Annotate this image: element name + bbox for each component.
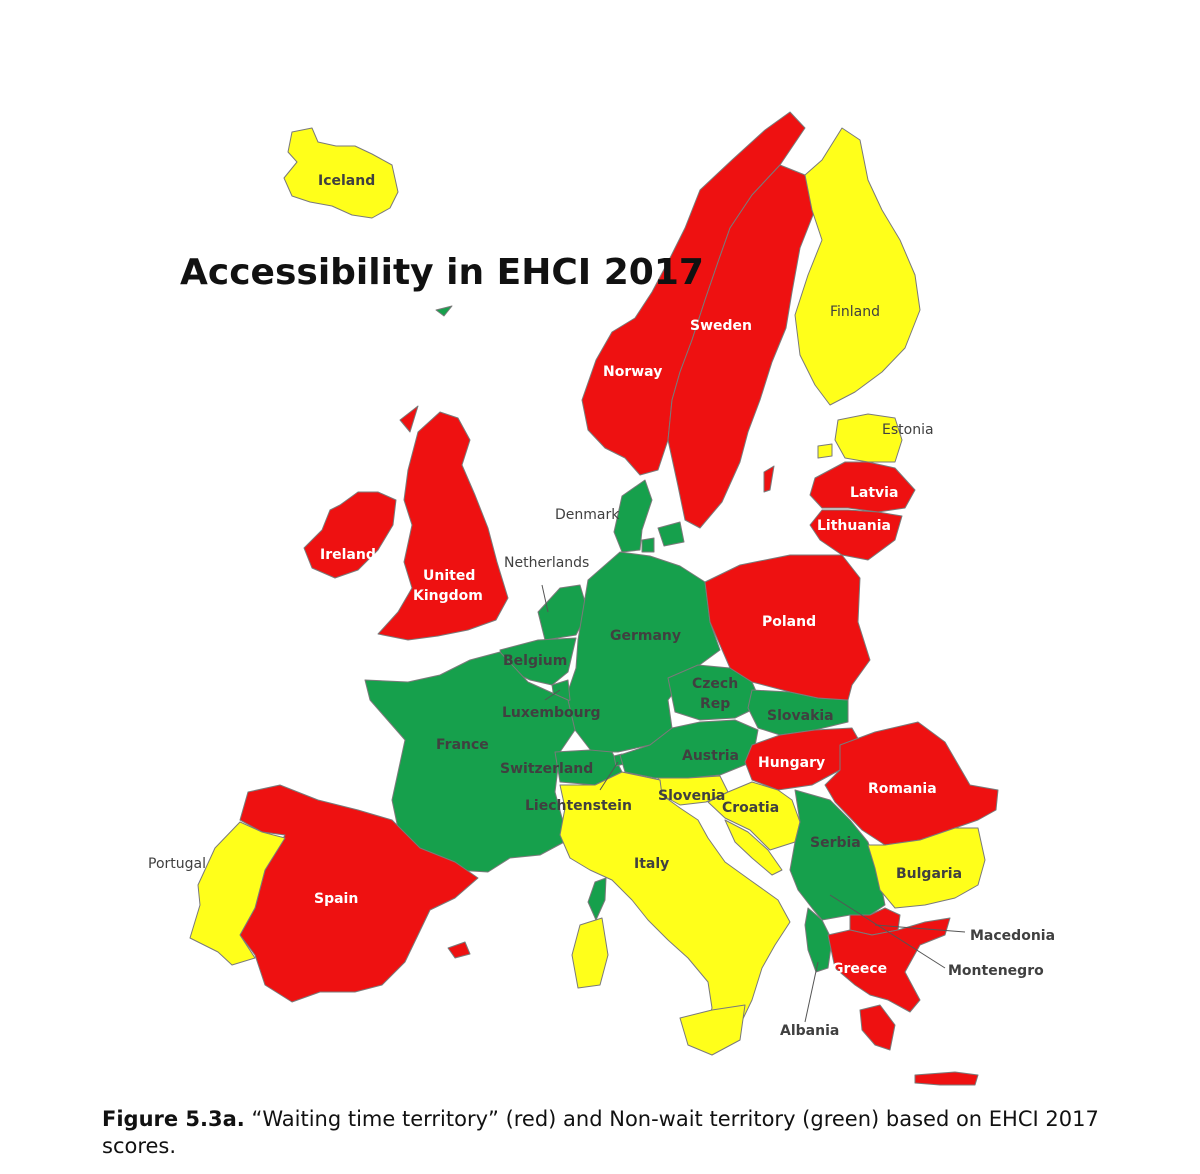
island-denmark-1 xyxy=(657,521,685,547)
island-balearic xyxy=(447,941,471,959)
label-denmark: Denmark xyxy=(555,507,620,523)
island-sicily xyxy=(679,1004,746,1056)
label-slovakia: Slovakia xyxy=(767,708,834,724)
leader-liechtenstein xyxy=(599,761,619,791)
country-poland xyxy=(704,554,871,701)
label-uk-line1: United xyxy=(423,568,475,584)
island-crete xyxy=(914,1071,979,1086)
label-estonia: Estonia xyxy=(882,422,934,438)
leader-netherlands xyxy=(541,584,549,613)
label-netherlands: Netherlands xyxy=(504,555,589,571)
label-croatia: Croatia xyxy=(722,800,779,816)
island-uk-north xyxy=(399,405,419,433)
country-ireland xyxy=(303,491,397,579)
label-luxembourg: Luxembourg xyxy=(502,705,601,721)
island-greece-south xyxy=(859,1004,896,1051)
island-sardinia xyxy=(571,917,609,989)
country-iceland xyxy=(283,127,399,219)
leader-luxembourg xyxy=(544,689,561,701)
label-iceland: Iceland xyxy=(318,173,375,189)
leader-albania xyxy=(804,961,819,1023)
island-denmark-2 xyxy=(641,537,655,553)
label-liechtenstein: Liechtenstein xyxy=(525,798,632,814)
leader-macedonia xyxy=(874,924,966,933)
label-serbia: Serbia xyxy=(810,835,861,851)
country-greece xyxy=(827,917,951,1013)
europe-map: Accessibility in EHCI 2017 Iceland Norwa… xyxy=(148,111,1055,1086)
label-czech-line2: Rep xyxy=(700,696,730,712)
label-belgium: Belgium xyxy=(503,653,567,669)
figure-number: Figure 5.3a. xyxy=(102,1107,245,1131)
island-faroe xyxy=(435,305,453,317)
country-portugal xyxy=(189,821,286,966)
label-france: France xyxy=(436,737,489,753)
label-finland: Finland xyxy=(830,304,880,320)
country-italy xyxy=(559,771,791,1051)
island-corsica xyxy=(587,877,607,921)
label-romania: Romania xyxy=(868,781,937,797)
label-portugal: Portugal xyxy=(148,856,206,872)
label-germany: Germany xyxy=(610,628,681,644)
map-title: Accessibility in EHCI 2017 xyxy=(180,252,704,293)
label-montenegro: Montenegro xyxy=(948,963,1044,979)
label-poland: Poland xyxy=(762,614,816,630)
country-croatia-coast xyxy=(724,819,783,876)
island-gotland xyxy=(763,465,775,493)
country-romania xyxy=(824,721,999,846)
country-lithuania xyxy=(809,509,903,561)
label-ireland: Ireland xyxy=(320,547,376,563)
country-sweden xyxy=(667,164,816,529)
country-albania xyxy=(804,907,833,973)
label-hungary: Hungary xyxy=(758,755,825,771)
label-spain: Spain xyxy=(314,891,358,907)
country-united-kingdom xyxy=(377,411,509,641)
country-bulgaria xyxy=(867,827,986,909)
label-latvia: Latvia xyxy=(850,485,898,501)
label-greece: Greece xyxy=(832,961,887,977)
label-austria: Austria xyxy=(682,748,739,764)
label-norway: Norway xyxy=(603,364,662,380)
label-lithuania: Lithuania xyxy=(817,518,891,534)
country-denmark xyxy=(613,479,653,553)
label-italy: Italy xyxy=(634,856,669,872)
country-germany xyxy=(564,551,721,753)
island-estonia xyxy=(817,443,833,459)
figure-caption: Figure 5.3a. “Waiting time territory” (r… xyxy=(102,1106,1112,1160)
label-uk-line2: Kingdom xyxy=(413,588,483,604)
label-switzerland: Switzerland xyxy=(500,761,593,777)
label-slovenia: Slovenia xyxy=(658,788,725,804)
country-finland xyxy=(794,127,921,406)
country-estonia xyxy=(834,413,903,463)
label-macedonia: Macedonia xyxy=(970,928,1055,944)
leader-montenegro xyxy=(829,894,946,969)
label-albania: Albania xyxy=(780,1023,839,1039)
figure-caption-text: “Waiting time territory” (red) and Non-w… xyxy=(102,1107,1099,1158)
label-czech-line1: Czech xyxy=(692,676,738,692)
country-latvia xyxy=(809,461,916,513)
label-sweden: Sweden xyxy=(690,318,752,334)
label-bulgaria: Bulgaria xyxy=(896,866,962,882)
